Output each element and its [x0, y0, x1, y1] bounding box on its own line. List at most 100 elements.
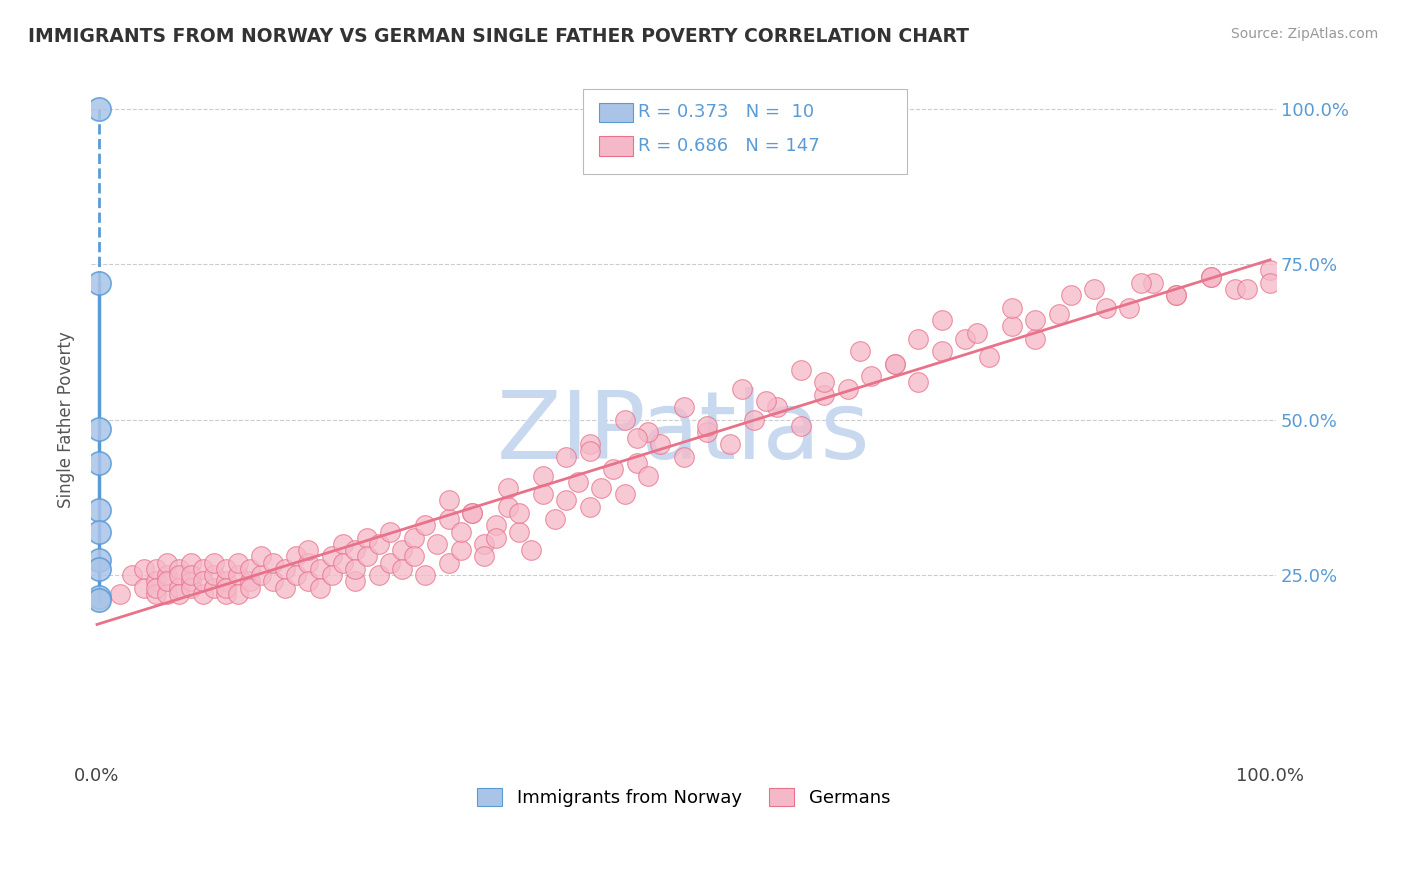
Point [262, 556, 284, 570]
Point [461, 506, 484, 520]
Point [285, 568, 308, 582]
Point [391, 562, 413, 576]
Point [156, 574, 179, 589]
Point [332, 556, 354, 570]
Point [626, 456, 648, 470]
Point [238, 562, 260, 576]
Point [613, 412, 636, 426]
Point [180, 556, 202, 570]
Point [977, 351, 1000, 365]
Point [297, 574, 319, 589]
Point [380, 524, 402, 539]
Point [1083, 282, 1105, 296]
Point [132, 581, 155, 595]
Point [1060, 288, 1083, 302]
Point [321, 568, 343, 582]
Point [226, 568, 249, 582]
Point [1142, 276, 1164, 290]
Point [89, 276, 111, 290]
Point [437, 512, 460, 526]
Point [520, 543, 543, 558]
Point [309, 581, 332, 595]
Point [89, 102, 111, 116]
Point [332, 537, 354, 551]
Point [402, 531, 425, 545]
Y-axis label: Single Father Poverty: Single Father Poverty [58, 331, 75, 508]
Text: R = 0.373   N =  10: R = 0.373 N = 10 [638, 103, 814, 121]
Point [720, 437, 742, 451]
Point [344, 574, 367, 589]
Point [472, 537, 495, 551]
Point [485, 518, 508, 533]
Point [167, 562, 190, 576]
Point [602, 462, 624, 476]
Point [226, 556, 249, 570]
Point [485, 531, 508, 545]
Point [637, 468, 659, 483]
Point [132, 562, 155, 576]
Point [415, 518, 437, 533]
Point [437, 556, 460, 570]
Point [285, 549, 308, 564]
Point [813, 376, 835, 390]
Point [167, 568, 190, 582]
Point [1095, 301, 1118, 315]
Point [89, 503, 111, 517]
Point [648, 437, 671, 451]
Point [344, 562, 367, 576]
Point [907, 376, 929, 390]
Point [89, 524, 111, 539]
Point [297, 556, 319, 570]
Point [1166, 288, 1188, 302]
Point [531, 468, 554, 483]
Point [578, 443, 600, 458]
Text: IMMIGRANTS FROM NORWAY VS GERMAN SINGLE FATHER POVERTY CORRELATION CHART: IMMIGRANTS FROM NORWAY VS GERMAN SINGLE … [28, 27, 969, 45]
Point [215, 562, 238, 576]
Point [567, 475, 589, 489]
Point [496, 481, 519, 495]
Point [813, 388, 835, 402]
Point [450, 543, 472, 558]
Point [883, 357, 905, 371]
Point [180, 574, 202, 589]
Point [191, 562, 214, 576]
Point [437, 493, 460, 508]
Point [191, 587, 214, 601]
Point [766, 400, 789, 414]
Point [626, 431, 648, 445]
Point [238, 581, 260, 595]
Point [356, 549, 378, 564]
Point [391, 543, 413, 558]
Point [402, 549, 425, 564]
Point [156, 556, 179, 570]
Point [508, 524, 530, 539]
Point [297, 543, 319, 558]
Point [89, 552, 111, 566]
Point [931, 313, 953, 327]
Point [1001, 319, 1024, 334]
Point [367, 537, 389, 551]
Point [1001, 301, 1024, 315]
Point [273, 581, 295, 595]
Point [156, 587, 179, 601]
Point [883, 357, 905, 371]
Point [860, 369, 883, 384]
Point [472, 549, 495, 564]
Point [508, 506, 530, 520]
Point [1258, 276, 1281, 290]
Point [226, 587, 249, 601]
Point [637, 425, 659, 439]
Point [1201, 269, 1223, 284]
Point [156, 568, 179, 582]
Point [380, 556, 402, 570]
Point [167, 581, 190, 595]
Point [250, 568, 273, 582]
Point [496, 500, 519, 514]
Point [145, 587, 167, 601]
Point [145, 562, 167, 576]
Point [907, 332, 929, 346]
Point [531, 487, 554, 501]
Point [1047, 307, 1070, 321]
Point [309, 562, 332, 576]
Point [89, 562, 111, 576]
